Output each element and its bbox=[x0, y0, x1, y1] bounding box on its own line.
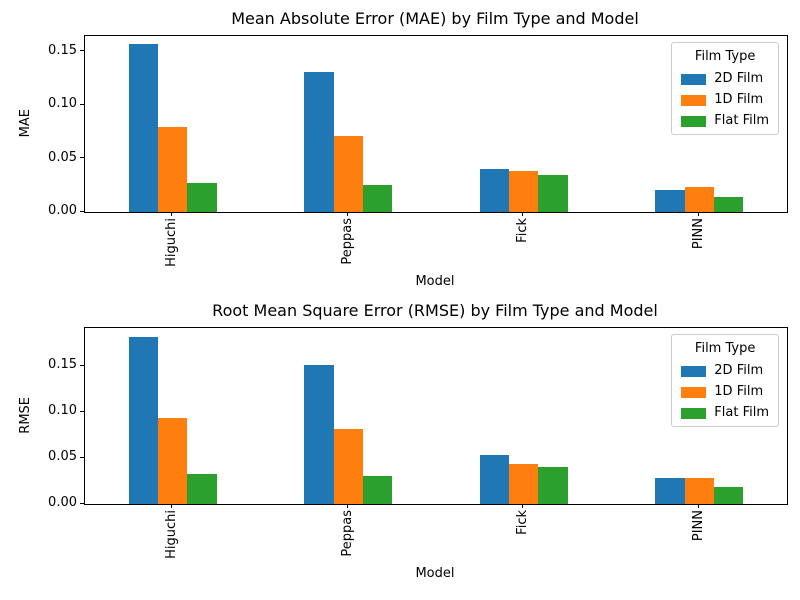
bar-1d-film-peppas bbox=[333, 136, 363, 212]
bar-flat-film-higuchi bbox=[187, 183, 217, 212]
bar-flat-film-pinn bbox=[713, 487, 744, 504]
y-axis-label: MAE bbox=[17, 108, 33, 138]
x-tick-mark bbox=[522, 504, 524, 508]
legend: Film Type 2D Film 1D Film Flat Film bbox=[671, 334, 779, 427]
chart-title: Root Mean Square Error (RMSE) by Film Ty… bbox=[212, 301, 658, 320]
legend-swatch bbox=[681, 365, 707, 377]
bar-2d-film-pinn bbox=[655, 478, 685, 504]
x-tick-mark bbox=[697, 212, 699, 216]
y-axis-label-wrap: MAE bbox=[14, 35, 36, 211]
x-axis-label: Model bbox=[415, 274, 455, 289]
x-tick-mark bbox=[171, 212, 173, 216]
legend-swatch bbox=[681, 115, 707, 127]
legend-entries: 2D Film 1D Film Flat Film bbox=[681, 71, 769, 129]
legend-label: Flat Film bbox=[714, 405, 769, 420]
legend-label: 1D Film bbox=[714, 92, 764, 107]
y-tick-label: 0.05 bbox=[48, 149, 77, 165]
bar-1d-film-higuchi bbox=[158, 417, 188, 504]
legend-label: 2D Film bbox=[714, 363, 764, 378]
bar-1d-film-peppas bbox=[333, 428, 363, 504]
y-tick-label: 0.15 bbox=[48, 42, 77, 58]
plot-area: Film Type 2D Film 1D Film Flat Film bbox=[84, 35, 788, 213]
legend-entry-1d-film: 1D Film bbox=[681, 384, 769, 400]
subplot-mae: Mean Absolute Error (MAE) by Film Type a… bbox=[0, 0, 800, 292]
bar-flat-film-fick bbox=[538, 467, 568, 504]
y-tick-mark bbox=[80, 50, 84, 51]
bar-1d-film-fick bbox=[509, 463, 539, 504]
y-tick-mark bbox=[80, 210, 84, 212]
bar-1d-film-pinn bbox=[684, 478, 714, 504]
plot-area: Film Type 2D Film 1D Film Flat Film bbox=[84, 327, 788, 505]
bar-flat-film-peppas bbox=[362, 476, 393, 504]
bar-2d-film-higuchi bbox=[128, 44, 159, 212]
bar-2d-film-higuchi bbox=[128, 336, 159, 504]
legend-label: 1D Film bbox=[714, 384, 764, 399]
bar-flat-film-higuchi bbox=[187, 473, 217, 504]
y-tick-label: 0.00 bbox=[48, 495, 77, 510]
legend-swatch bbox=[681, 94, 707, 106]
legend-swatch bbox=[681, 407, 707, 419]
x-tick-mark bbox=[171, 504, 173, 508]
x-tick-mark bbox=[346, 504, 348, 508]
legend-title: Film Type bbox=[694, 341, 756, 356]
y-tick-mark bbox=[80, 103, 84, 105]
y-tick-mark bbox=[80, 410, 84, 412]
bar-flat-film-pinn bbox=[713, 197, 744, 212]
chart-title: Mean Absolute Error (MAE) by Film Type a… bbox=[231, 9, 639, 28]
bar-2d-film-fick bbox=[479, 455, 510, 504]
legend-entry-flat-film: Flat Film bbox=[681, 405, 769, 421]
bar-flat-film-fick bbox=[538, 174, 568, 212]
bar-1d-film-higuchi bbox=[158, 127, 188, 212]
legend-label: Flat Film bbox=[714, 113, 769, 128]
y-tick-label: 0.05 bbox=[48, 449, 77, 465]
y-tick-mark bbox=[80, 364, 84, 366]
y-tick-mark bbox=[80, 456, 84, 458]
bar-1d-film-fick bbox=[509, 171, 539, 212]
legend-label: 2D Film bbox=[714, 71, 764, 86]
legend-entries: 2D Film 1D Film Flat Film bbox=[681, 363, 769, 421]
x-axis-label: Model bbox=[415, 566, 455, 581]
legend-swatch bbox=[681, 73, 707, 85]
bar-2d-film-pinn bbox=[655, 189, 685, 212]
bar-2d-film-fick bbox=[479, 169, 510, 212]
y-tick-mark bbox=[80, 502, 84, 504]
y-tick-label: 0.10 bbox=[48, 403, 77, 419]
legend-swatch bbox=[681, 386, 707, 398]
x-tick-label-higuchi: Higuchi bbox=[164, 510, 180, 559]
subplot-rmse: Root Mean Square Error (RMSE) by Film Ty… bbox=[0, 292, 800, 584]
x-tick-label-peppas: Peppas bbox=[339, 510, 355, 557]
x-tick-label-pinn: PINN bbox=[690, 218, 706, 250]
x-tick-mark bbox=[346, 212, 348, 216]
y-tick-mark bbox=[80, 157, 84, 158]
y-tick-label: 0.10 bbox=[48, 96, 77, 111]
x-tick-label-fick: Fick bbox=[515, 510, 531, 535]
legend-entry-flat-film: Flat Film bbox=[681, 113, 769, 129]
legend-title: Film Type bbox=[694, 49, 756, 64]
legend: Film Type 2D Film 1D Film Flat Film bbox=[671, 42, 779, 135]
x-tick-mark bbox=[522, 212, 524, 216]
x-tick-label-peppas: Peppas bbox=[339, 218, 355, 265]
y-tick-label: 0.00 bbox=[48, 203, 77, 218]
y-tick-label: 0.15 bbox=[48, 357, 77, 373]
legend-entry-1d-film: 1D Film bbox=[681, 92, 769, 108]
legend-entry-2d-film: 2D Film bbox=[681, 363, 769, 379]
bar-2d-film-peppas bbox=[304, 71, 334, 212]
bar-2d-film-peppas bbox=[304, 365, 334, 504]
x-tick-label-fick: Fick bbox=[515, 218, 531, 243]
bar-flat-film-peppas bbox=[362, 185, 393, 212]
legend-entry-2d-film: 2D Film bbox=[681, 71, 769, 87]
x-tick-mark bbox=[697, 504, 699, 508]
x-tick-label-pinn: PINN bbox=[690, 510, 706, 542]
bar-1d-film-pinn bbox=[684, 187, 714, 212]
x-tick-label-higuchi: Higuchi bbox=[164, 218, 180, 267]
